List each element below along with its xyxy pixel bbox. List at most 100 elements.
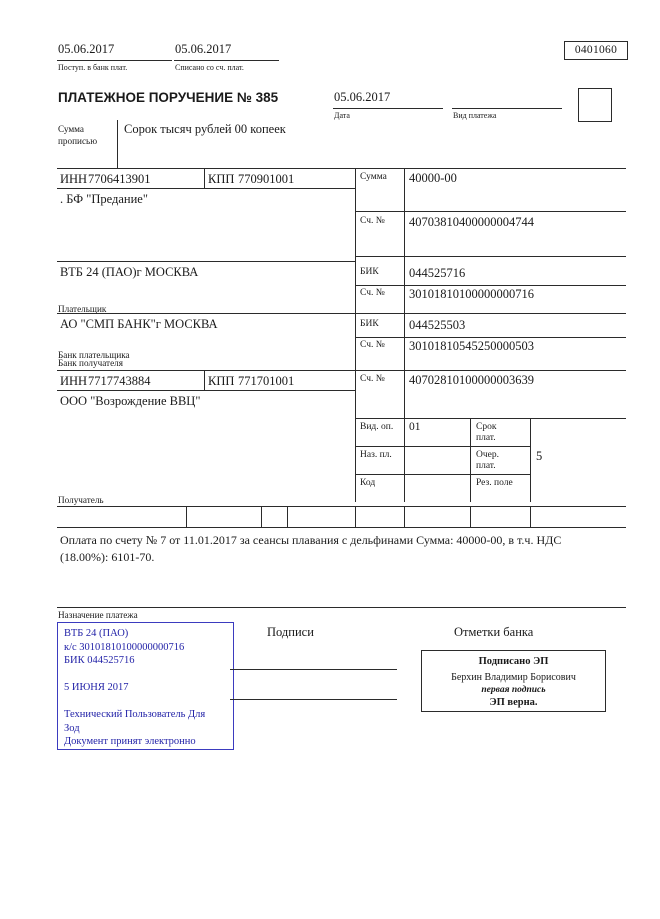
payer-bank-section-caption: Банк плательщика [58, 350, 130, 360]
purpose-caption: Назначение платежа [58, 610, 138, 620]
document-date-rule [333, 108, 443, 109]
payer-account-value: 40703810400000004744 [409, 215, 534, 229]
payer-account-rule [355, 256, 626, 257]
written-off-date-caption: Списано со сч. плат. [175, 63, 244, 72]
amount-words-label-line2: прописью [58, 136, 98, 146]
codes-row2-rule [355, 474, 530, 475]
payee-account-top-rule [355, 370, 626, 371]
electronic-stamp-accepted: Документ принят электронно [64, 736, 196, 747]
payee-bank-bik-caption: БИК [360, 319, 379, 329]
payee-kpp-value: 771701001 [238, 374, 295, 388]
received-date-rule [57, 60, 172, 61]
payer-bank-bik-caption: БИК [360, 267, 379, 277]
purpose-line-1: Оплата по счету № 7 от 11.01.2017 за сеа… [60, 533, 562, 547]
grid-label-column-divider [404, 168, 405, 502]
vid-op-caption: Вид. оп. [360, 422, 394, 432]
purpose-line-2: (18.00%): 6101-70. [60, 550, 155, 564]
payee-inn-top-rule [57, 370, 355, 371]
kod-caption: Код [360, 478, 376, 488]
budget-divider-7 [530, 506, 531, 527]
payer-account-caption: Сч. № [360, 216, 385, 226]
payer-bank-name: ВТБ 24 (ПАО)г МОСКВА [60, 265, 199, 279]
payer-section-caption: Плательщик [58, 304, 107, 314]
signatures-caption: Подписи [267, 625, 314, 639]
budget-divider-3 [287, 506, 288, 527]
budget-divider-4 [355, 506, 356, 527]
document-date-value: 05.06.2017 [334, 90, 391, 104]
electronic-stamp-bank: ВТБ 24 (ПАО) [64, 628, 129, 639]
ocher-plat-value: 5 [536, 449, 543, 463]
payer-kpp: КПП [208, 172, 235, 186]
srok-plat-caption-2: плат. [476, 433, 496, 443]
grid-center-divider [355, 168, 356, 502]
payment-kind-rule [452, 108, 562, 109]
payee-account-value: 40702810100000003639 [409, 373, 534, 387]
payer-bank-account-caption: Сч. № [360, 288, 385, 298]
budget-divider-6 [470, 506, 471, 527]
form-code-box: 0401060 [564, 41, 628, 60]
page-title: ПЛАТЕЖНОЕ ПОРУЧЕНИЕ № 385 [58, 90, 279, 105]
payment-kind-box[interactable] [578, 88, 612, 122]
payment-kind-caption: Вид платежа [453, 111, 497, 120]
payee-section-caption: Получатель [58, 495, 104, 505]
bank-stamp-verified: ЭП верна. [489, 697, 538, 708]
payer-name: . БФ "Предание" [60, 192, 148, 206]
amount-words-value: Сорок тысяч рублей 00 копеек [124, 122, 286, 136]
received-date-value: 05.06.2017 [58, 42, 115, 56]
electronic-stamp-corr-account: к/с 30101810100000000716 [64, 641, 185, 653]
payee-bank-account-value: 30101810545250000503 [409, 339, 534, 353]
received-date-caption: Поступ. в банк плат. [58, 63, 128, 72]
codes-row1-rule [355, 446, 530, 447]
budget-strip-bottom-rule [57, 527, 626, 528]
written-off-date-rule [174, 60, 279, 61]
payee-account-caption: Сч. № [360, 374, 385, 384]
payee-bank-bik-value: 044525503 [409, 318, 466, 332]
srok-plat-caption-1: Срок [476, 422, 497, 432]
electronic-stamp-date: 5 ИЮНЯ 2017 [64, 682, 129, 693]
signature-line-2[interactable] [230, 699, 397, 700]
purpose-block-rule [57, 607, 626, 609]
budget-divider-2 [261, 506, 262, 527]
written-off-date-value: 05.06.2017 [175, 42, 232, 56]
payer-bank-account-value: 30101810100000000716 [409, 287, 534, 301]
budget-divider-1 [186, 506, 187, 527]
payee-inn: ИНН [60, 374, 88, 388]
budget-divider-5 [404, 506, 405, 527]
electronic-stamp-bik: БИК 044525716 [64, 655, 135, 666]
electronic-stamp-user-line-2: Зод [64, 722, 80, 734]
payer-block-rule [57, 261, 355, 262]
codes-mid-divider [470, 418, 471, 502]
document-date-caption: Дата [334, 111, 350, 120]
payer-kpp-value: 770901001 [238, 172, 295, 186]
electronic-stamp-box: ВТБ 24 (ПАО) к/с 30101810100000000716 БИ… [57, 622, 234, 750]
signature-line-1[interactable] [230, 669, 397, 670]
payer-amount-caption: Сумма [360, 172, 387, 182]
payee-bank-bik-rule [355, 337, 626, 338]
ocher-plat-caption-1: Очер. [476, 450, 499, 460]
payee-kpp: КПП [208, 374, 235, 388]
amount-words-label-line1: Сумма [58, 124, 85, 134]
bank-marks-caption: Отметки банка [454, 625, 534, 639]
payer-inn-kpp-divider [204, 168, 205, 188]
payer-inn: ИНН [60, 172, 88, 186]
payer-inn-value: 7706413901 [88, 172, 151, 186]
payee-bank-name: АО "СМП БАНК"г МОСКВА [60, 317, 218, 331]
bank-stamp-signature-order: первая подпись [481, 685, 546, 695]
payee-inn-kpp-divider [204, 370, 205, 390]
rez-pole-caption: Рез. поле [476, 478, 513, 488]
amount-words-divider [117, 120, 118, 168]
bank-signature-stamp: Подписано ЭП Берхин Владимир Борисович п… [421, 650, 606, 712]
bank-stamp-signer-name: Берхин Владимир Борисович [451, 672, 576, 683]
ocher-plat-caption-2: плат. [476, 461, 496, 471]
naz-pl-caption: Наз. пл. [360, 450, 392, 460]
payer-bank-bik-value: 044525716 [409, 266, 466, 280]
codes-right-divider [530, 418, 531, 502]
payer-inn-rule [57, 188, 355, 189]
payee-bank-account-caption: Сч. № [360, 340, 385, 350]
payee-inn-value: 7717743884 [88, 374, 151, 388]
vid-op-value: 01 [409, 421, 421, 433]
payer-bank-bik-rule [355, 285, 626, 286]
payer-bank-block-rule [57, 313, 626, 315]
payer-amount-value: 40000-00 [409, 171, 457, 185]
